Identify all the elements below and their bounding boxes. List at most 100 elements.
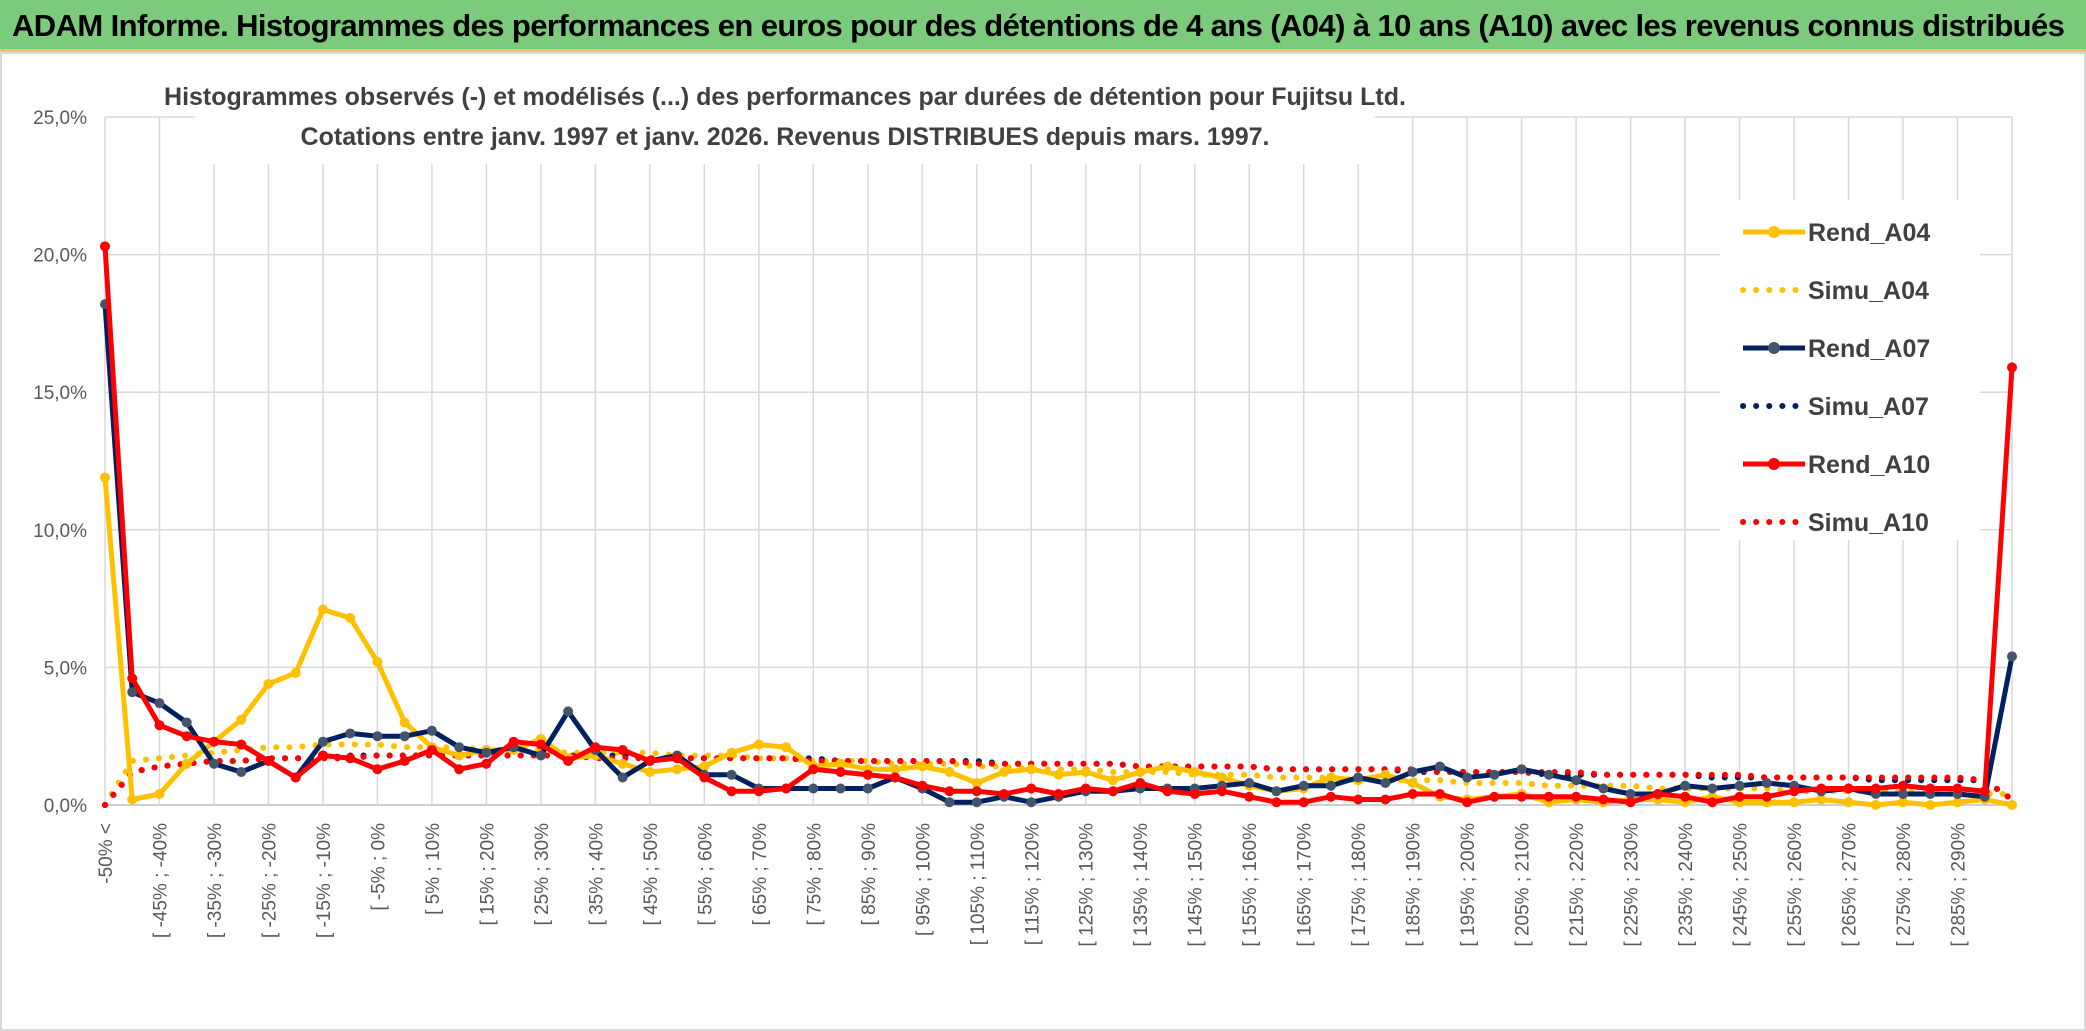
data-point-rend_a04 <box>154 788 165 799</box>
data-point-rend_a07 <box>345 728 356 739</box>
x-tick-label: [ 255% ; 260% <box>1785 823 1806 947</box>
data-point-rend_a07 <box>1271 786 1282 797</box>
data-point-rend_a10 <box>1216 786 1227 797</box>
data-point-rend_a10 <box>1107 786 1118 797</box>
data-point-rend_a10 <box>1652 788 1663 799</box>
data-point-rend_a10 <box>999 788 1010 799</box>
data-point-rend_a04 <box>1789 797 1800 808</box>
x-tick-label: [ -45% ; -40% <box>150 823 171 938</box>
data-point-rend_a07 <box>1571 775 1582 786</box>
x-tick-label: [ -15% ; -10% <box>314 823 335 938</box>
data-point-rend_a10 <box>563 755 574 766</box>
x-tick-label: [ 155% ; 160% <box>1240 823 1261 947</box>
data-point-rend_a07 <box>617 772 628 783</box>
x-tick-label: [ 25% ; 30% <box>532 823 553 926</box>
x-tick-label: [ -25% ; -20% <box>259 823 280 938</box>
chart-title-line1: Histogrammes observés (-) et modélisés (… <box>164 83 1406 111</box>
series-lines <box>100 241 2017 810</box>
data-point-rend_a10 <box>753 786 764 797</box>
data-point-rend_a10 <box>345 753 356 764</box>
data-point-rend_a04 <box>1898 797 1909 808</box>
data-point-rend_a07 <box>154 698 165 709</box>
x-tick-label: [ 245% ; 250% <box>1731 823 1752 947</box>
data-point-rend_a10 <box>917 780 928 791</box>
data-point-rend_a10 <box>699 772 710 783</box>
x-tick-label: [ 265% ; 270% <box>1840 823 1861 947</box>
data-point-rend_a10 <box>127 673 138 684</box>
data-point-rend_a04 <box>1843 797 1854 808</box>
legend-label: Rend_A04 <box>1808 219 1930 247</box>
data-point-rend_a10 <box>1298 797 1309 808</box>
legend-marker <box>1768 342 1780 354</box>
data-point-rend_a10 <box>1244 791 1255 802</box>
y-tick-label: 5,0% <box>44 658 87 679</box>
data-point-rend_a07 <box>535 750 546 761</box>
data-point-rend_a07 <box>2007 651 2017 662</box>
data-point-rend_a10 <box>617 744 628 755</box>
data-point-rend_a10 <box>236 739 247 750</box>
data-point-rend_a07 <box>1489 769 1500 780</box>
data-point-rend_a10 <box>263 755 274 766</box>
x-tick-label: [ 115% ; 120% <box>1022 823 1043 945</box>
data-point-rend_a04 <box>1080 766 1091 777</box>
data-point-rend_a07 <box>399 731 410 742</box>
data-point-rend_a10 <box>1598 794 1609 805</box>
data-point-rend_a07 <box>808 783 819 794</box>
data-point-rend_a10 <box>1434 788 1445 799</box>
data-point-rend_a04 <box>1380 769 1391 780</box>
data-point-rend_a10 <box>426 744 437 755</box>
x-tick-label: [ 165% ; 170% <box>1295 823 1316 947</box>
data-point-rend_a04 <box>1325 772 1336 783</box>
data-point-rend_a10 <box>1843 783 1854 794</box>
data-point-rend_a04 <box>835 758 846 769</box>
data-point-rend_a07 <box>944 797 955 808</box>
data-point-rend_a10 <box>181 731 192 742</box>
data-point-rend_a10 <box>1898 780 1909 791</box>
data-point-rend_a04 <box>127 794 138 805</box>
data-point-rend_a10 <box>1543 791 1554 802</box>
data-point-rend_a07 <box>236 766 247 777</box>
data-point-rend_a10 <box>726 786 737 797</box>
data-point-rend_a10 <box>1189 788 1200 799</box>
data-point-rend_a04 <box>699 761 710 772</box>
data-point-rend_a07 <box>1353 772 1364 783</box>
data-point-rend_a10 <box>317 750 328 761</box>
data-point-rend_a10 <box>1816 783 1827 794</box>
data-point-rend_a04 <box>1026 764 1037 775</box>
data-point-rend_a10 <box>1080 783 1091 794</box>
data-point-rend_a07 <box>208 758 219 769</box>
data-point-rend_a04 <box>454 750 465 761</box>
data-point-rend_a10 <box>1026 783 1037 794</box>
x-tick-label: [ 125% ; 130% <box>1077 823 1098 947</box>
data-point-rend_a10 <box>1516 791 1527 802</box>
data-point-rend_a10 <box>535 739 546 750</box>
data-point-rend_a04 <box>781 742 792 753</box>
data-point-rend_a07 <box>1380 777 1391 788</box>
data-point-rend_a10 <box>1407 788 1418 799</box>
data-point-rend_a07 <box>181 717 192 728</box>
data-point-rend_a10 <box>1761 791 1772 802</box>
data-point-rend_a10 <box>372 764 383 775</box>
legend-label: Simu_A07 <box>1808 393 1929 421</box>
data-point-rend_a04 <box>1870 800 1881 810</box>
data-point-rend_a07 <box>1761 777 1772 788</box>
x-axis-ticks: -50% < [ -45% ; -40% [ -35% ; -30% [ -25% ;… <box>96 823 1970 947</box>
data-point-rend_a07 <box>1707 783 1718 794</box>
data-point-rend_a04 <box>1135 766 1146 777</box>
data-point-rend_a04 <box>2007 800 2017 810</box>
data-point-rend_a07 <box>1898 788 1909 799</box>
legend-label: Rend_A10 <box>1808 451 1930 479</box>
x-tick-label: -50% < <box>96 823 117 884</box>
data-point-rend_a04 <box>971 777 982 788</box>
data-point-rend_a04 <box>290 667 301 678</box>
data-point-rend_a04 <box>317 604 328 615</box>
y-tick-label: 20,0% <box>33 246 87 267</box>
data-point-rend_a10 <box>1380 794 1391 805</box>
x-tick-label: [ 235% ; 240% <box>1676 823 1697 947</box>
data-point-rend_a04 <box>1925 800 1936 810</box>
y-tick-label: 10,0% <box>33 521 87 542</box>
data-point-rend_a10 <box>672 753 683 764</box>
x-tick-label: [ 105% ; 110% <box>968 823 989 945</box>
data-point-rend_a10 <box>590 742 601 753</box>
